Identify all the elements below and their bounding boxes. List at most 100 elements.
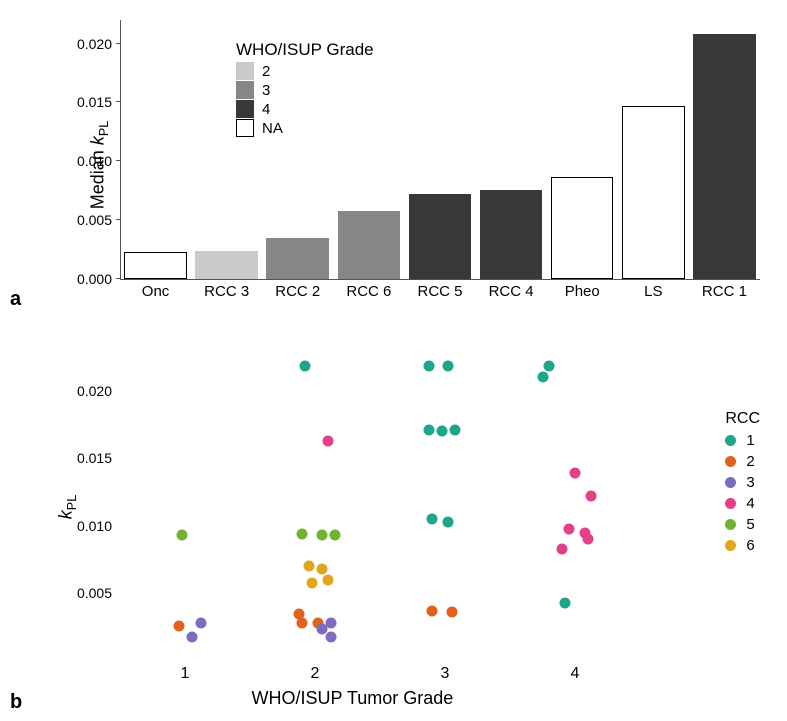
- x-axis-label-b: WHO/ISUP Tumor Grade: [252, 688, 454, 709]
- x-tick-label: RCC 2: [275, 279, 320, 300]
- legend-a: WHO/ISUP Grade 2 3 4 NA: [230, 38, 380, 140]
- scatter-point: [303, 561, 314, 572]
- x-tick-label: RCC 4: [489, 279, 534, 300]
- bar: [622, 106, 685, 279]
- legend-label: 6: [746, 537, 754, 554]
- y-tick-label: 0.010: [77, 518, 120, 534]
- scatter-point: [446, 607, 457, 618]
- x-tick-label: LS: [644, 279, 662, 300]
- scatter-point: [195, 618, 206, 629]
- bar: [124, 252, 187, 279]
- scatter-point: [537, 372, 548, 383]
- legend-label: 5: [746, 516, 754, 533]
- legend-b: RCC 1 2 3 4 5 6: [725, 410, 760, 558]
- bar: [338, 211, 401, 279]
- x-tick-label: RCC 5: [417, 279, 462, 300]
- bar: [551, 177, 614, 279]
- legend-label: 4: [262, 101, 270, 118]
- bars-container: 0.0000.0050.0100.0150.020OncRCC 3RCC 2RC…: [120, 20, 760, 280]
- scatter-point: [329, 530, 340, 541]
- y-tick-label: 0.010: [77, 153, 120, 169]
- y-tick-label: 0.020: [77, 36, 120, 52]
- scatter-point: [424, 361, 435, 372]
- scatter-point: [563, 523, 574, 534]
- scatter-point: [450, 424, 461, 435]
- panel-b: kPL 0.0050.0100.0150.0201234 WHO/ISUP Tu…: [50, 340, 770, 711]
- legend-item: 2: [725, 453, 760, 470]
- y-axis-label-b: kPL: [55, 495, 79, 519]
- bar: [409, 194, 472, 279]
- scatter-container: 0.0050.0100.0150.0201234: [120, 350, 640, 661]
- scatter-point: [583, 534, 594, 545]
- scatter-point: [427, 605, 438, 616]
- x-tick-label: 4: [571, 661, 580, 683]
- legend-dot: [725, 540, 736, 551]
- scatter-point: [442, 516, 453, 527]
- legend-dot: [725, 519, 736, 530]
- panel-label-b: b: [10, 691, 22, 714]
- legend-dot: [725, 498, 736, 509]
- legend-item: 4: [725, 495, 760, 512]
- legend-item: 3: [725, 474, 760, 491]
- scatter-point: [323, 574, 334, 585]
- legend-item: 6: [725, 537, 760, 554]
- x-tick-label: RCC 1: [702, 279, 747, 300]
- legend-label: 4: [746, 495, 754, 512]
- scatter-point: [316, 530, 327, 541]
- panel-label-a: a: [10, 288, 21, 311]
- legend-swatch: [236, 100, 254, 118]
- legend-label: NA: [262, 120, 283, 137]
- legend-item: 5: [725, 516, 760, 533]
- scatter-point: [437, 426, 448, 437]
- bar-chart-area: 0.0000.0050.0100.0150.020OncRCC 3RCC 2RC…: [120, 20, 760, 280]
- legend-dot: [725, 435, 736, 446]
- scatter-point: [299, 361, 310, 372]
- x-tick-label: Onc: [142, 279, 170, 300]
- x-tick-label: RCC 6: [346, 279, 391, 300]
- scatter-point: [427, 514, 438, 525]
- legend-dot: [725, 477, 736, 488]
- scatter-point: [316, 564, 327, 575]
- legend-a-title: WHO/ISUP Grade: [236, 40, 374, 60]
- legend-item: 3: [236, 81, 374, 99]
- bar: [266, 238, 329, 279]
- legend-swatch: [236, 62, 254, 80]
- panel-a: Median kPL 0.0000.0050.0100.0150.020OncR…: [50, 10, 770, 320]
- y-tick-label: 0.015: [77, 450, 120, 466]
- scatter-point: [325, 618, 336, 629]
- legend-dot: [725, 456, 736, 467]
- legend-label: 1: [746, 432, 754, 449]
- scatter-point: [325, 631, 336, 642]
- scatter-point: [559, 597, 570, 608]
- scatter-point: [323, 435, 334, 446]
- scatter-point: [177, 530, 188, 541]
- legend-label: 3: [746, 474, 754, 491]
- legend-item: NA: [236, 119, 374, 137]
- legend-item: 2: [236, 62, 374, 80]
- legend-swatch: [236, 119, 254, 137]
- legend-item: 4: [236, 100, 374, 118]
- legend-b-title: RCC: [725, 410, 760, 428]
- legend-item: 1: [725, 432, 760, 449]
- scatter-point: [173, 620, 184, 631]
- y-tick-label: 0.020: [77, 383, 120, 399]
- scatter-point: [442, 361, 453, 372]
- x-tick-label: Pheo: [565, 279, 600, 300]
- scatter-point: [307, 577, 318, 588]
- scatter-point: [297, 618, 308, 629]
- x-tick-label: 2: [311, 661, 320, 683]
- y-tick-label: 0.005: [77, 212, 120, 228]
- scatter-point: [297, 528, 308, 539]
- x-tick-label: 3: [441, 661, 450, 683]
- bar: [195, 251, 258, 279]
- legend-label: 2: [262, 63, 270, 80]
- legend-swatch: [236, 81, 254, 99]
- y-tick-label: 0.015: [77, 94, 120, 110]
- scatter-chart-area: 0.0050.0100.0150.0201234: [120, 350, 640, 661]
- scatter-point: [186, 631, 197, 642]
- legend-label: 3: [262, 82, 270, 99]
- y-tick-label: 0.000: [77, 271, 120, 287]
- scatter-point: [557, 543, 568, 554]
- bar: [480, 190, 543, 279]
- figure: Median kPL 0.0000.0050.0100.0150.020OncR…: [10, 10, 777, 711]
